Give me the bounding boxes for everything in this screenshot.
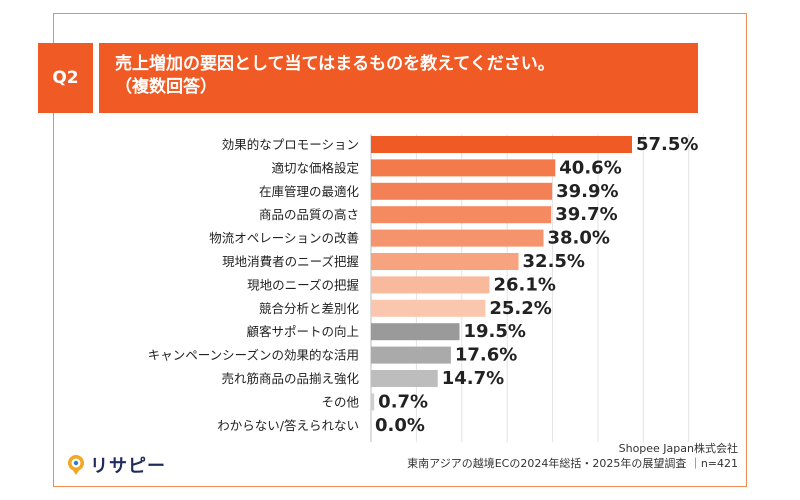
value-label: 17.6% [455, 345, 517, 366]
category-label: 現地のニーズの把握 [247, 277, 359, 292]
value-label: 25.2% [489, 298, 551, 319]
logo-text: リサピー [90, 456, 166, 477]
question-title-line1: 売上増加の要因として当てはまるものを教えてください。 [115, 54, 555, 74]
bar [371, 136, 632, 153]
value-label: 32.5% [523, 251, 585, 272]
category-label: 物流オペレーションの改善 [209, 231, 359, 246]
bar [371, 159, 556, 177]
source-company: Shopee Japan株式会社 [618, 442, 738, 455]
bar [371, 253, 519, 270]
question-title: 売上増加の要因として当てはまるものを教えてください。 （複数回答） [99, 43, 698, 113]
brand-logo: リサピー [66, 452, 166, 478]
category-label: わからない/答えられない [217, 418, 359, 433]
value-label: 14.7% [442, 368, 504, 389]
category-label: 現地消費者のニーズ把握 [222, 254, 359, 269]
category-label: 適切な価格設定 [271, 160, 359, 175]
value-label: 40.6% [559, 157, 621, 178]
bar [371, 393, 375, 411]
bar [371, 370, 438, 387]
category-label: 競合分析と差別化 [259, 301, 360, 316]
value-label: 26.1% [493, 274, 555, 295]
category-label: 効果的なプロモーション [222, 137, 359, 152]
category-label: その他 [321, 394, 359, 409]
source-note: Shopee Japan株式会社 東南アジアの越境ECの2024年総括・2025… [407, 441, 738, 471]
value-label: 19.5% [464, 321, 526, 342]
value-label: 57.5% [636, 134, 698, 155]
value-label: 38.0% [547, 228, 609, 249]
bar [371, 299, 486, 317]
category-label: キャンペーンシーズンの効果的な活用 [148, 348, 359, 363]
bar [371, 346, 451, 364]
bar [371, 323, 460, 341]
bar [371, 206, 552, 224]
value-label: 0.7% [378, 391, 428, 412]
category-label: 売れ筋商品の品揃え強化 [221, 371, 359, 386]
value-label: 0.0% [375, 415, 425, 436]
value-label: 39.7% [555, 204, 617, 225]
source-survey: 東南アジアの越境ECの2024年総括・2025年の展望調査 ｜n=421 [407, 457, 738, 470]
category-label: 在庫管理の最適化 [259, 184, 360, 199]
value-label: 39.9% [556, 181, 618, 202]
pin-logo-icon [68, 455, 84, 475]
bar [371, 229, 544, 247]
question-badge: Q2 [38, 43, 93, 113]
category-label: 顧客サポートの向上 [246, 324, 359, 339]
category-label: 商品の品質の高さ [259, 207, 359, 222]
question-title-line2: （複数回答） [115, 77, 217, 97]
bar [371, 182, 553, 200]
bar [371, 276, 490, 294]
